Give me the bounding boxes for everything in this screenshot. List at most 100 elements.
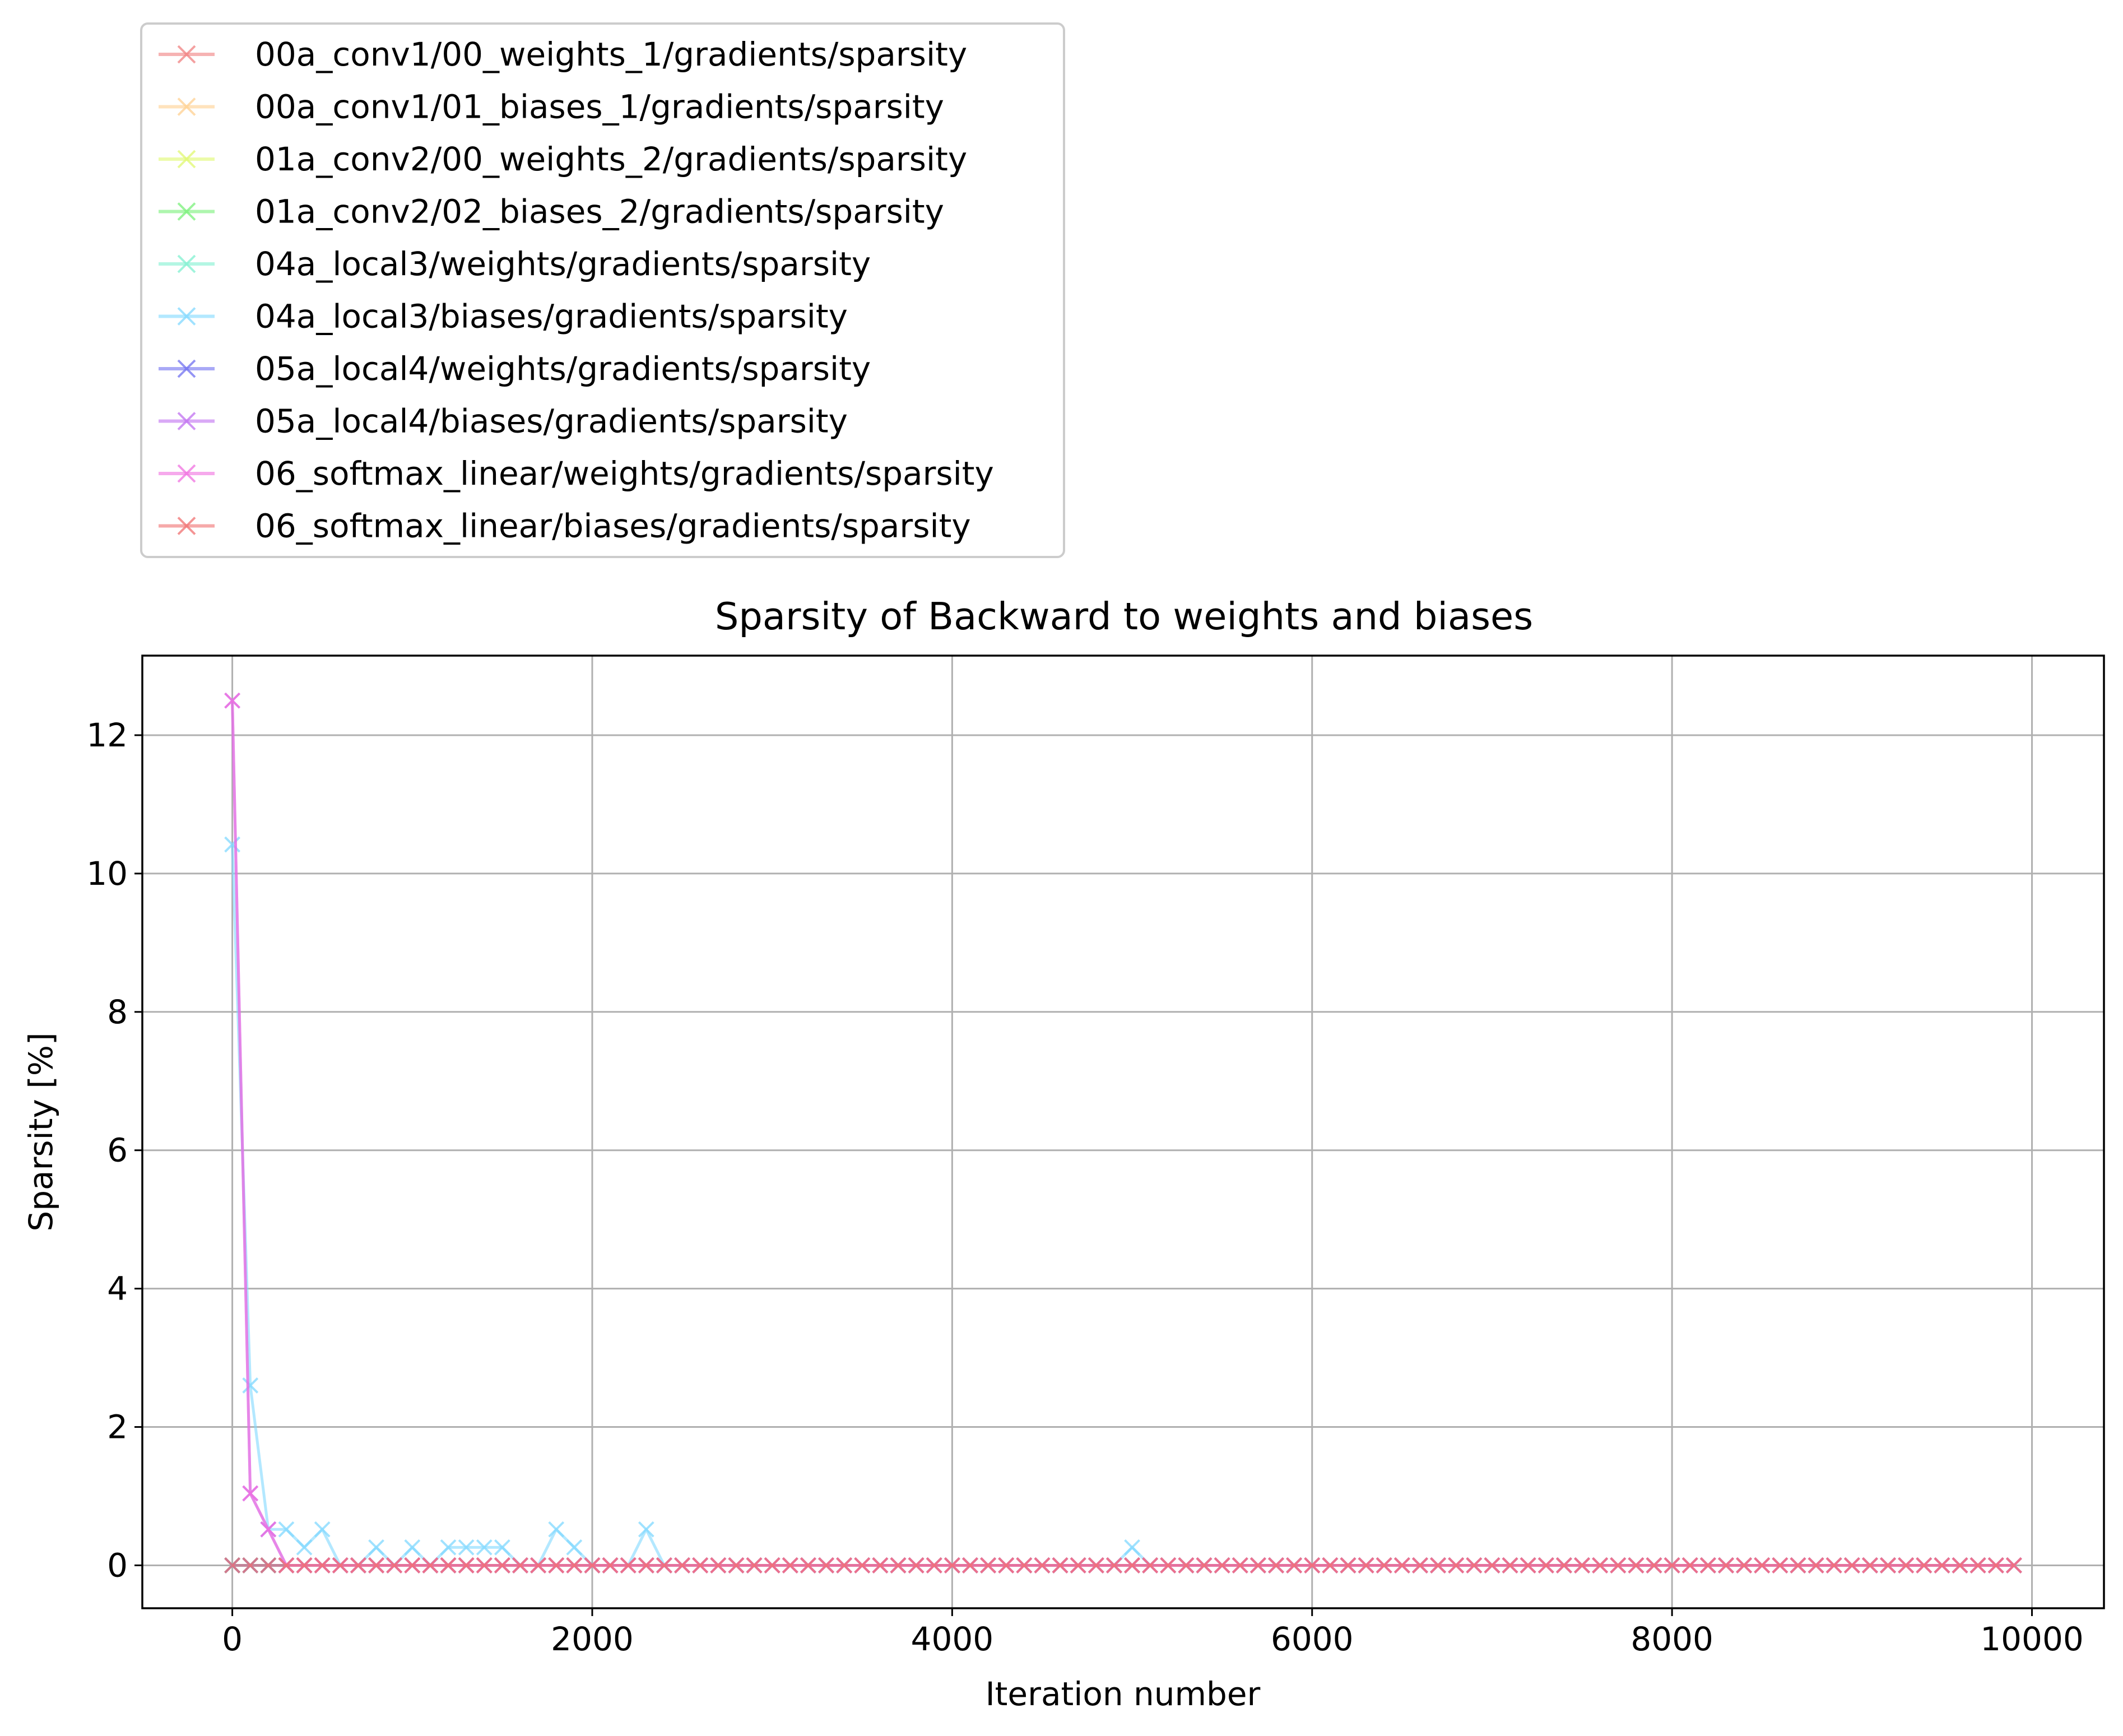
data-point-marker — [1340, 1557, 1357, 1573]
data-point-marker — [224, 692, 241, 709]
data-point-marker — [1898, 1557, 1915, 1573]
data-point-marker — [296, 1557, 313, 1573]
data-point-marker — [548, 1521, 565, 1538]
legend-label: 00a_conv1/01_biases_1/gradients/sparsity — [255, 88, 944, 126]
data-point-marker — [1736, 1557, 1753, 1573]
legend-entry: 05a_local4/biases/gradients/sparsity — [159, 402, 848, 440]
series-layer — [224, 692, 2022, 1573]
data-point-marker — [278, 1521, 295, 1538]
legend-entry: 06_softmax_linear/weights/gradients/spar… — [159, 454, 994, 493]
data-point-marker — [332, 1557, 349, 1573]
data-point-marker — [620, 1557, 637, 1573]
data-point-marker — [260, 1521, 277, 1538]
data-point-marker — [530, 1557, 547, 1573]
data-point-marker — [1304, 1557, 1321, 1573]
data-point-marker — [638, 1557, 654, 1573]
data-point-marker — [1412, 1557, 1428, 1573]
legend-label: 05a_local4/weights/gradients/sparsity — [255, 350, 871, 388]
legend-label: 06_softmax_linear/biases/gradients/spars… — [255, 507, 971, 545]
data-point-marker — [1016, 1557, 1033, 1573]
data-point-marker — [494, 1557, 510, 1573]
data-point-marker — [260, 1557, 277, 1573]
data-point-marker — [1124, 1557, 1140, 1573]
legend-label: 01a_conv2/02_biases_2/gradients/sparsity — [255, 193, 944, 231]
data-point-marker — [1376, 1557, 1392, 1573]
y-tick-label: 0 — [107, 1546, 128, 1584]
data-point-marker — [1574, 1557, 1590, 1573]
data-point-marker — [1142, 1557, 1159, 1573]
data-point-marker — [1448, 1557, 1465, 1573]
data-point-marker — [1825, 1557, 1842, 1573]
data-point-marker — [1178, 1557, 1195, 1573]
data-point-marker — [404, 1557, 421, 1573]
series-10 — [224, 1557, 2022, 1573]
data-point-marker — [1987, 1557, 2004, 1573]
data-point-marker — [980, 1557, 997, 1573]
legend-swatch-marker — [177, 202, 196, 221]
y-tick-label: 2 — [107, 1408, 128, 1446]
data-point-marker — [1880, 1557, 1896, 1573]
data-point-marker — [1916, 1557, 1932, 1573]
legend-swatch-marker — [177, 359, 196, 378]
data-point-marker — [656, 1557, 672, 1573]
data-point-marker — [422, 1557, 439, 1573]
data-point-marker — [548, 1557, 565, 1573]
data-point-marker — [278, 1557, 295, 1573]
data-point-marker — [1664, 1557, 1680, 1573]
data-point-marker — [458, 1539, 475, 1556]
y-tick-label: 8 — [107, 993, 128, 1031]
x-tick-label: 8000 — [1630, 1620, 1713, 1658]
x-tick-label: 4000 — [911, 1620, 994, 1658]
legend-label: 06_softmax_linear/weights/gradients/spar… — [255, 454, 994, 493]
legend-label: 00a_conv1/00_weights_1/gradients/sparsit… — [255, 35, 967, 73]
data-point-marker — [476, 1557, 493, 1573]
data-point-marker — [638, 1521, 654, 1538]
data-point-marker — [224, 1557, 241, 1573]
data-point-marker — [602, 1557, 619, 1573]
data-point-marker — [296, 1539, 313, 1556]
data-point-marker — [1952, 1557, 1968, 1573]
data-point-marker — [1322, 1557, 1339, 1573]
legend-entry: 01a_conv2/00_weights_2/gradients/sparsit… — [159, 140, 967, 178]
x-tick-label: 0 — [222, 1620, 243, 1658]
legend-entry: 05a_local4/weights/gradients/sparsity — [159, 350, 871, 388]
legend-swatch-marker — [177, 150, 196, 169]
data-point-marker — [1249, 1557, 1266, 1573]
data-point-marker — [746, 1557, 763, 1573]
data-point-marker — [566, 1539, 583, 1556]
data-point-marker — [1718, 1557, 1734, 1573]
legend-entry: 00a_conv1/01_biases_1/gradients/sparsity — [159, 88, 944, 126]
legend-entry: 01a_conv2/02_biases_2/gradients/sparsity — [159, 193, 944, 231]
data-point-marker — [1106, 1557, 1122, 1573]
data-point-marker — [224, 836, 241, 853]
data-point-marker — [1969, 1557, 1986, 1573]
data-point-marker — [476, 1539, 493, 1556]
data-point-marker — [512, 1557, 528, 1573]
data-point-marker — [1214, 1557, 1230, 1573]
legend-swatch-marker — [177, 45, 196, 64]
data-point-marker — [440, 1539, 457, 1556]
y-tick-label: 12 — [86, 716, 128, 754]
data-point-marker — [2005, 1557, 2022, 1573]
data-point-marker — [674, 1557, 690, 1573]
x-tick-label: 2000 — [551, 1620, 634, 1658]
legend-box — [140, 22, 1065, 558]
data-point-marker — [404, 1539, 421, 1556]
data-point-marker — [1052, 1557, 1069, 1573]
data-point-marker — [368, 1539, 384, 1556]
data-point-marker — [818, 1557, 834, 1573]
data-point-marker — [368, 1557, 384, 1573]
plot-area: 0 2000 4000 6000 8000 10000 0 2 4 6 8 10 12 — [86, 655, 2105, 1658]
legend-swatch-marker — [177, 254, 196, 273]
data-point-marker — [386, 1557, 403, 1573]
data-point-marker — [1681, 1557, 1698, 1573]
x-axis-label: Iteration number — [986, 1675, 1261, 1713]
data-point-marker — [908, 1557, 925, 1573]
data-point-marker — [800, 1557, 816, 1573]
legend-swatch-marker — [177, 464, 196, 483]
data-point-marker — [440, 1557, 457, 1573]
data-point-marker — [1628, 1557, 1644, 1573]
data-point-marker — [494, 1539, 510, 1556]
data-point-marker — [314, 1521, 331, 1538]
chart-title: Sparsity of Backward to weights and bias… — [715, 595, 1533, 638]
